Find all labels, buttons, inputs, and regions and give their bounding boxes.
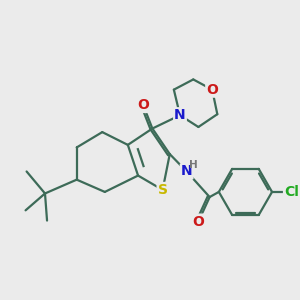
Text: S: S [158,183,168,197]
Text: O: O [137,98,149,112]
Text: N: N [181,164,192,178]
Text: O: O [206,83,218,97]
Text: O: O [193,214,204,229]
Text: Cl: Cl [284,185,299,199]
Text: H: H [189,160,198,170]
Text: N: N [174,108,186,122]
